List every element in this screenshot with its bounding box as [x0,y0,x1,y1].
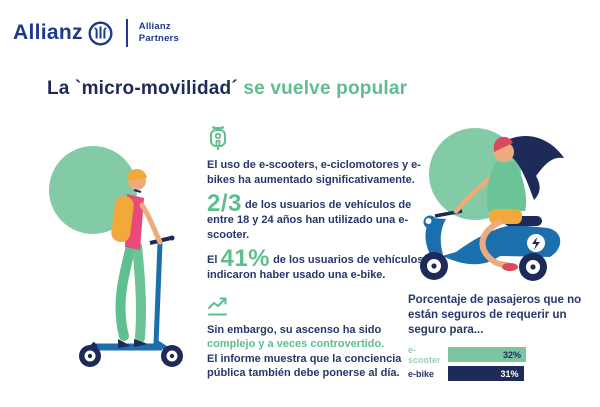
rider-kick-scooter-illustration [49,146,183,367]
caveat-line-3: El informe muestra que la conciencia púb… [207,352,402,380]
rider-moped-illustration [420,128,564,281]
stat-ebike-text: de los usuarios de vehículos indicaron h… [207,254,424,281]
line-chart-up-icon [208,297,227,315]
allianz-partners-logo: Allianz Allianz Partners [13,19,179,47]
stat-escooter: 2/3 de los usuarios de vehículos de entr… [207,192,440,242]
allianz-partners-label: Allianz Partners [138,21,179,44]
logo-divider [125,19,128,47]
stat-ebike-value: 41% [220,245,271,272]
page-title: La `micro-movilidad´ se vuelve popular [47,78,408,99]
insurance-uncertainty-chart: e-scooter 32% e-bike 31% [408,344,588,385]
bar-row-escooter: e-scooter 32% [408,344,588,365]
bar-row-ebike: e-bike 31% [408,366,588,381]
bar-label-escooter: e-scooter [408,344,441,365]
stat-escooter-text: de los usuarios de vehículos de entre 18… [207,199,412,241]
stat-escooter-value: 2/3 [207,190,242,217]
moped-outline-icon [210,126,226,150]
bar-value-escooter: 32% [502,349,521,360]
bar-ebike: 31% [448,366,524,381]
caveat-text: Sin embargo, su ascenso ha sido complejo… [207,323,440,381]
intro-text: El uso de e-scooters, e-ciclomotores y e… [207,159,421,186]
stats-column: El uso de e-scooters, e-ciclomotores y e… [207,124,440,381]
chart-title: Porcentaje de pasajeros que no están seg… [408,294,582,336]
bar-escooter: 32% [448,347,526,362]
caveat-line-2: complejo y a veces controvertido. [207,338,385,350]
caveat-line-1: Sin embargo, su ascenso ha sido [207,323,382,336]
allianz-wordmark: Allianz [13,21,83,44]
bar-value-ebike: 31% [500,368,519,379]
stat-ebike-prefix: El [207,254,218,266]
stat-ebike: El 41% de los usuarios de vehículos indi… [207,247,440,283]
allianz-eagle-icon [88,20,113,46]
bar-label-ebike: e-bike [408,368,435,379]
